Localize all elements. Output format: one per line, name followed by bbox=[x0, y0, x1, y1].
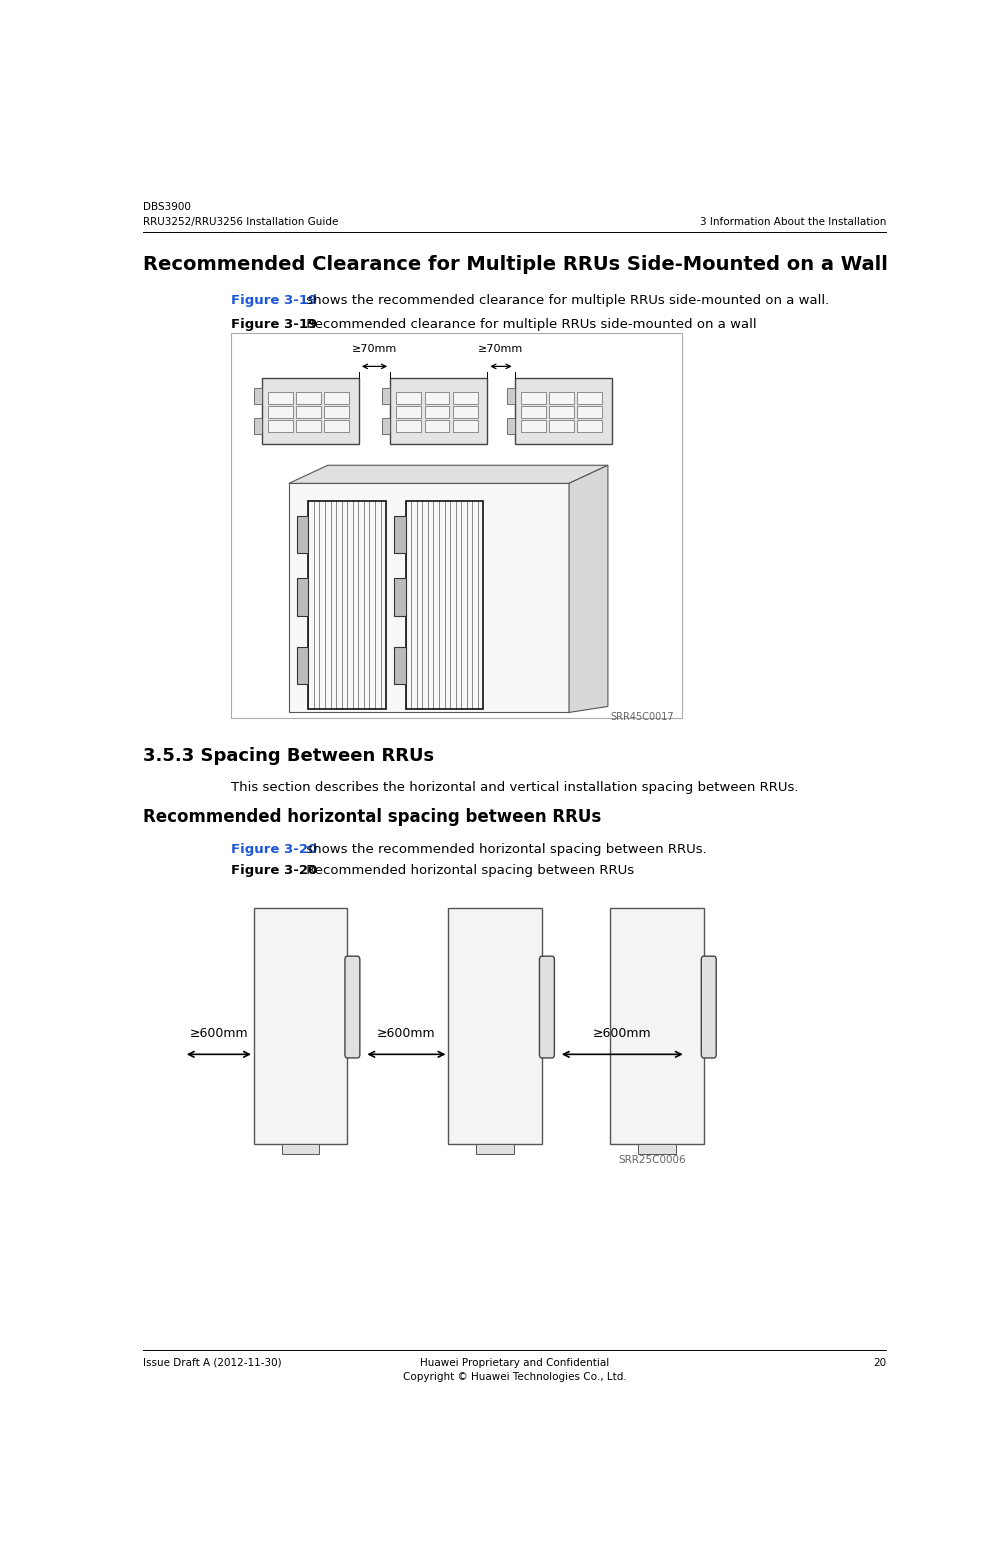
Bar bbox=[254, 388, 262, 404]
Text: RRU3252/RRU3256 Installation Guide: RRU3252/RRU3256 Installation Guide bbox=[142, 218, 338, 227]
Text: ≥600mm: ≥600mm bbox=[593, 1027, 651, 1040]
Bar bbox=[577, 406, 602, 418]
FancyBboxPatch shape bbox=[700, 957, 715, 1059]
Text: ≥600mm: ≥600mm bbox=[190, 1027, 248, 1040]
Bar bbox=[324, 406, 349, 418]
Bar bbox=[549, 420, 574, 432]
Bar bbox=[268, 420, 293, 432]
Bar bbox=[424, 420, 449, 432]
Bar bbox=[507, 418, 515, 434]
Text: Copyright © Huawei Technologies Co., Ltd.: Copyright © Huawei Technologies Co., Ltd… bbox=[402, 1372, 626, 1383]
Text: Recommended clearance for multiple RRUs side-mounted on a wall: Recommended clearance for multiple RRUs … bbox=[302, 318, 756, 330]
Text: Figure 3-20: Figure 3-20 bbox=[231, 864, 317, 877]
Bar bbox=[521, 392, 545, 404]
Bar bbox=[452, 392, 477, 404]
Bar bbox=[393, 647, 405, 684]
Bar bbox=[396, 406, 420, 418]
Bar bbox=[521, 420, 545, 432]
Polygon shape bbox=[569, 465, 608, 713]
Text: shows the recommended horizontal spacing between RRUs.: shows the recommended horizontal spacing… bbox=[302, 843, 706, 855]
Bar bbox=[324, 420, 349, 432]
Text: Huawei Proprietary and Confidential: Huawei Proprietary and Confidential bbox=[419, 1358, 609, 1367]
Bar bbox=[515, 379, 611, 443]
Bar bbox=[507, 388, 515, 404]
Bar bbox=[268, 392, 293, 404]
Text: ≥70mm: ≥70mm bbox=[351, 345, 397, 354]
Bar bbox=[577, 392, 602, 404]
Bar bbox=[296, 406, 321, 418]
FancyBboxPatch shape bbox=[345, 957, 359, 1059]
Bar bbox=[382, 418, 390, 434]
FancyBboxPatch shape bbox=[539, 957, 554, 1059]
Bar bbox=[610, 908, 703, 1145]
Text: 3 Information About the Installation: 3 Information About the Installation bbox=[699, 218, 886, 227]
Text: SRR45C0017: SRR45C0017 bbox=[610, 713, 673, 722]
Bar bbox=[297, 578, 308, 615]
Bar bbox=[424, 392, 449, 404]
Text: Figure 3-19: Figure 3-19 bbox=[231, 318, 316, 330]
Text: ≥70mm: ≥70mm bbox=[477, 345, 523, 354]
Bar bbox=[382, 388, 390, 404]
Text: Figure 3-20: Figure 3-20 bbox=[231, 843, 317, 855]
Text: Recommended horizontal spacing between RRUs: Recommended horizontal spacing between R… bbox=[302, 864, 634, 877]
Bar bbox=[424, 406, 449, 418]
Bar bbox=[308, 501, 386, 709]
Text: shows the recommended clearance for multiple RRUs side-mounted on a wall.: shows the recommended clearance for mult… bbox=[302, 294, 828, 307]
Bar bbox=[476, 1145, 514, 1154]
Bar bbox=[396, 420, 420, 432]
Bar bbox=[452, 420, 477, 432]
Bar bbox=[296, 392, 321, 404]
Bar bbox=[262, 379, 359, 443]
Text: 20: 20 bbox=[873, 1358, 886, 1367]
Bar bbox=[549, 406, 574, 418]
Polygon shape bbox=[289, 484, 569, 713]
Text: Figure 3-19: Figure 3-19 bbox=[231, 294, 316, 307]
Bar bbox=[324, 392, 349, 404]
Bar bbox=[638, 1145, 675, 1154]
Bar bbox=[254, 418, 262, 434]
Bar bbox=[296, 420, 321, 432]
Bar bbox=[390, 379, 486, 443]
Bar bbox=[393, 578, 405, 615]
Bar bbox=[448, 908, 542, 1145]
Polygon shape bbox=[289, 465, 608, 484]
Text: Recommended Clearance for Multiple RRUs Side-Mounted on a Wall: Recommended Clearance for Multiple RRUs … bbox=[142, 255, 887, 274]
Text: DBS3900: DBS3900 bbox=[142, 202, 191, 211]
Bar bbox=[297, 647, 308, 684]
Bar bbox=[549, 392, 574, 404]
Bar bbox=[254, 908, 347, 1145]
Bar bbox=[521, 406, 545, 418]
Text: ≥600mm: ≥600mm bbox=[377, 1027, 435, 1040]
Bar bbox=[577, 420, 602, 432]
Text: Issue Draft A (2012-11-30): Issue Draft A (2012-11-30) bbox=[142, 1358, 281, 1367]
Bar bbox=[396, 392, 420, 404]
Text: SRR25C0006: SRR25C0006 bbox=[618, 1156, 685, 1165]
Bar bbox=[297, 515, 308, 553]
Text: 3.5.3 Spacing Between RRUs: 3.5.3 Spacing Between RRUs bbox=[142, 747, 433, 766]
Bar bbox=[452, 406, 477, 418]
Bar bbox=[231, 332, 681, 719]
Bar bbox=[405, 501, 483, 709]
Bar bbox=[282, 1145, 319, 1154]
Bar bbox=[268, 406, 293, 418]
Bar bbox=[393, 515, 405, 553]
Text: This section describes the horizontal and vertical installation spacing between : This section describes the horizontal an… bbox=[231, 781, 797, 794]
Text: Recommended horizontal spacing between RRUs: Recommended horizontal spacing between R… bbox=[142, 808, 600, 825]
